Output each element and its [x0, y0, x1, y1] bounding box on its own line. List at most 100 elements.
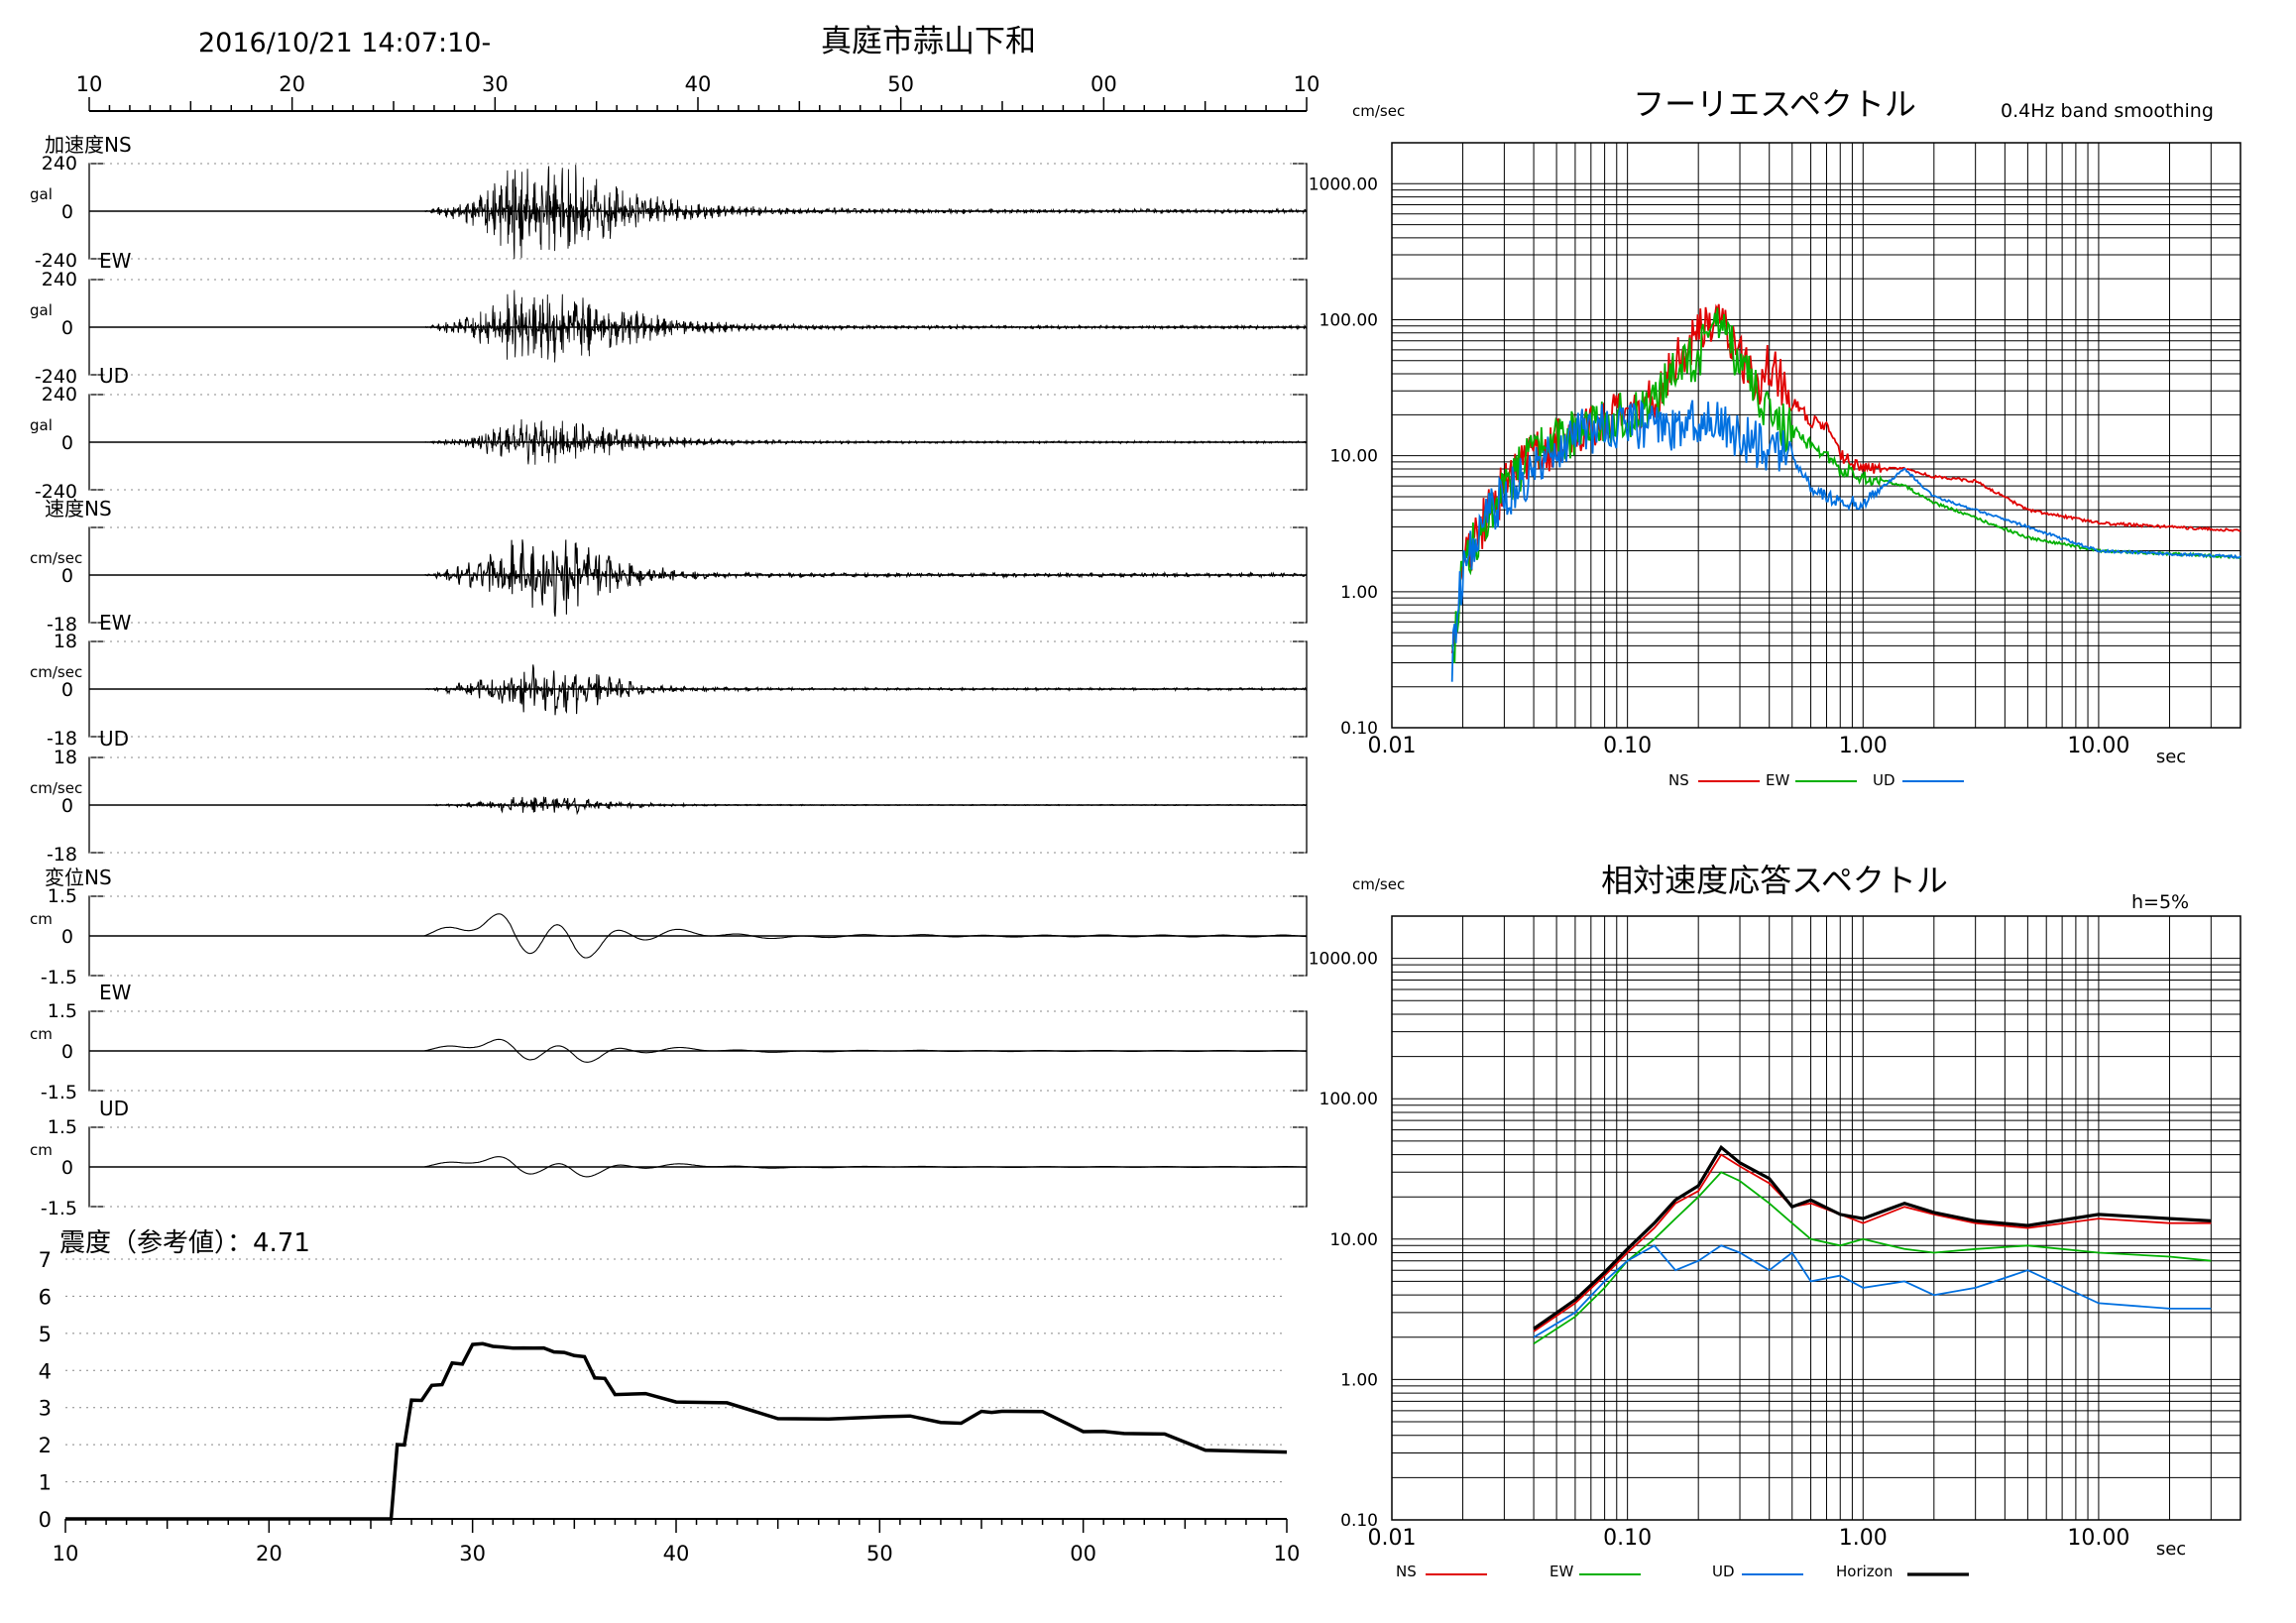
intensity-x-tick: 10	[1274, 1542, 1301, 1565]
trace-component-label: EW	[99, 249, 132, 273]
trace-zero-label: 0	[61, 432, 73, 454]
response-title: 相対速度応答スペクトル	[1601, 862, 1948, 899]
trace-unit-label: cm	[30, 910, 53, 928]
legend-label: Horizon	[1836, 1563, 1893, 1580]
y-tick-label: 1.00	[1340, 1370, 1378, 1390]
trace-min-label: -18	[47, 728, 77, 750]
time-tick-label: 20	[279, 72, 305, 96]
trace-panel-1: EW 240 0 -240 gal	[30, 249, 1308, 388]
intensity-y-tick: 5	[39, 1323, 52, 1346]
trace-zero-label: 0	[61, 201, 73, 223]
trace-group-label: 速度	[45, 497, 84, 521]
trace-min-label: -240	[35, 366, 77, 388]
spectrum-series-ns	[1450, 303, 2241, 654]
trace-unit-label: gal	[30, 416, 53, 434]
trace-unit-label: cm/sec	[30, 549, 82, 567]
trace-max-label: 18	[54, 747, 77, 768]
intensity-x-tick: 10	[53, 1542, 79, 1565]
trace-group-label: 加速度	[45, 133, 104, 157]
trace-component-label: UD	[99, 1097, 129, 1120]
intensity-line	[65, 1341, 1288, 1521]
time-tick-label: 50	[887, 72, 914, 96]
intensity-x-tick: 30	[459, 1542, 486, 1565]
waveform-trace	[423, 165, 1308, 260]
fourier-spectrum-chart: フーリエスペクトル 0.4Hz band smoothing 0.10 1.00 10.…	[1309, 85, 2241, 789]
trace-max-label: 1.5	[48, 1000, 77, 1022]
trace-zero-label: 0	[61, 565, 73, 587]
intensity-y-tick: 6	[39, 1285, 52, 1309]
trace-min-label: -18	[47, 844, 77, 866]
trace-max-label: 240	[42, 384, 77, 406]
y-unit-label: cm/sec	[1352, 875, 1405, 893]
trace-panel-0: 加速度 NS 240 0 -240 gal	[30, 133, 1308, 272]
plot-frame	[1391, 915, 2241, 1521]
response-spectrum-chart: 相対速度応答スペクトル h=5% 0.10 1.00 10.00 100.00 1000.0…	[1309, 862, 2241, 1580]
spectrum-series-ud	[1450, 399, 2241, 682]
fourier-title: フーリエスペクトル	[1633, 85, 1916, 123]
legend-label: EW	[1550, 1563, 1573, 1580]
waveform-trace	[423, 913, 1308, 959]
trace-unit-label: gal	[30, 301, 53, 319]
y-tick-label: 0.10	[1340, 719, 1378, 739]
fourier-note: 0.4Hz band smoothing	[2001, 100, 2214, 122]
trace-component-label: UD	[99, 364, 129, 388]
trace-zero-label: 0	[61, 679, 73, 701]
trace-unit-label: gal	[30, 185, 53, 203]
x-tick-label: 0.10	[1603, 734, 1652, 758]
spectrum-series-horizon	[1533, 1144, 2212, 1331]
plot-frame	[1391, 142, 2241, 729]
waveform-trace	[423, 1156, 1307, 1178]
response-legend: NS EW UD Horizon	[1396, 1563, 1969, 1580]
legend-label: NS	[1396, 1563, 1417, 1580]
legend-label: NS	[1668, 771, 1689, 789]
trace-panel-3: 速度 NS 0 -18 cm/sec	[30, 497, 1308, 636]
trace-min-label: -1.5	[41, 967, 77, 988]
trace-unit-label: cm	[30, 1025, 53, 1043]
y-tick-label: 10.00	[1329, 1230, 1378, 1250]
trace-unit-label: cm/sec	[30, 663, 82, 681]
y-tick-label: 10.00	[1329, 447, 1378, 467]
time-tick-label: 40	[685, 72, 712, 96]
time-tick-label: 00	[1091, 72, 1117, 96]
time-tick-label: 10	[1294, 72, 1320, 96]
x-tick-label: 1.00	[1839, 734, 1888, 758]
x-unit-label: sec	[2156, 1539, 2186, 1560]
y-tick-label: 100.00	[1320, 310, 1378, 330]
trace-zero-label: 0	[61, 795, 73, 817]
response-note: h=5%	[2131, 891, 2189, 913]
waveform-trace	[423, 539, 1308, 617]
trace-min-label: -1.5	[41, 1082, 77, 1103]
spectrum-series-ud	[1533, 1244, 2212, 1338]
y-unit-label: cm/sec	[1352, 102, 1405, 120]
trace-zero-label: 0	[61, 1157, 73, 1179]
intensity-x-tick: 40	[663, 1542, 690, 1565]
x-tick-label: 10.00	[2067, 734, 2129, 758]
trace-zero-label: 0	[61, 317, 73, 339]
legend-label: UD	[1712, 1563, 1735, 1580]
trace-panel-2: UD 240 0 -240 gal	[30, 364, 1308, 503]
waveform-trace	[423, 290, 1308, 363]
waveform-trace	[423, 796, 1307, 816]
trace-panel-4: EW 18 0 -18 cm/sec	[30, 611, 1308, 750]
intensity-y-tick: 3	[39, 1397, 52, 1421]
x-unit-label: sec	[2156, 747, 2186, 767]
intensity-x-tick: 00	[1070, 1542, 1096, 1565]
y-tick-label: 1000.00	[1309, 950, 1378, 970]
intensity-y-tick: 4	[39, 1359, 52, 1383]
trace-zero-label: 0	[61, 1041, 73, 1063]
fourier-legend: NS EW UD	[1668, 771, 1964, 789]
trace-panel-7: EW 1.5 0 -1.5 cm	[30, 981, 1308, 1103]
time-tick-label: 10	[76, 72, 103, 96]
trace-unit-label: cm	[30, 1141, 53, 1159]
trace-min-label: -240	[35, 250, 77, 272]
y-tick-label: 1.00	[1340, 583, 1378, 603]
trace-max-label: 240	[42, 269, 77, 290]
x-tick-label: 10.00	[2067, 1526, 2129, 1551]
x-tick-label: 0.10	[1603, 1526, 1652, 1551]
trace-min-label: -1.5	[41, 1198, 77, 1219]
trace-max-label: 240	[42, 153, 77, 174]
intensity-label: 震度（参考値）：4.71	[59, 1228, 310, 1258]
intensity-x-tick: 50	[866, 1542, 893, 1565]
x-tick-label: 0.01	[1368, 1526, 1417, 1551]
